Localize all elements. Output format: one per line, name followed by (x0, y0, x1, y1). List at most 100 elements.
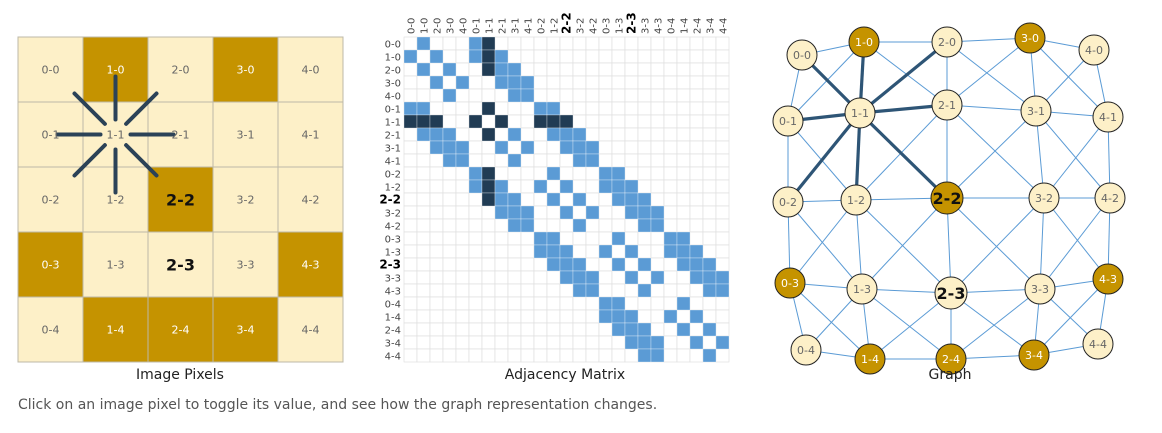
graph-node-4-4[interactable] (1082, 328, 1114, 360)
pixel-2-4[interactable] (147, 296, 214, 363)
matrix-grid-cell (442, 166, 457, 181)
pixel-4-4[interactable] (277, 296, 344, 363)
matrix-grid-cell (715, 36, 730, 51)
matrix-grid-cell (598, 101, 613, 116)
graph-node-label: 3-4 (1025, 349, 1043, 362)
matrix-grid-cell (507, 296, 522, 311)
matrix-cell-2-3-1-3 (611, 257, 626, 272)
pixel-4-1[interactable] (277, 101, 344, 168)
matrix-grid-cell (533, 270, 548, 285)
graph-node-1-4[interactable] (854, 343, 886, 375)
graph-node-1-1[interactable] (844, 97, 876, 129)
pixel-0-4[interactable] (17, 296, 84, 363)
matrix-grid-cell (429, 335, 444, 350)
matrix-grid-cell (572, 88, 587, 103)
matrix-col-label: 2-0 (433, 18, 444, 34)
graph-node-3-4[interactable] (1018, 339, 1050, 371)
matrix-cell-1-0-1-1 (481, 49, 496, 64)
pixel-2-0[interactable] (147, 36, 214, 103)
pixel-3-0[interactable] (212, 36, 279, 103)
matrix-grid-cell (676, 283, 691, 298)
matrix-grid-cell (572, 205, 587, 220)
graph-node-3-0[interactable] (1014, 22, 1046, 54)
pixel-4-3[interactable] (277, 231, 344, 298)
matrix-cell-1-3-1-2 (546, 244, 561, 259)
matrix-grid-cell (689, 88, 704, 103)
matrix-grid-cell (689, 192, 704, 207)
graph-node-1-3[interactable] (846, 273, 878, 305)
graph-node-0-4[interactable] (790, 334, 822, 366)
matrix-col-label: 1-3 (615, 18, 626, 34)
pixel-label: 3-2 (237, 194, 255, 207)
matrix-grid-cell (663, 153, 678, 168)
pixel-1-3[interactable] (82, 231, 149, 298)
graph-node-2-0[interactable] (931, 26, 963, 58)
matrix-grid-cell (637, 49, 652, 64)
matrix-grid-cell (611, 348, 626, 363)
graph-node-label: 4-0 (1085, 44, 1103, 57)
matrix-grid-cell (585, 127, 600, 142)
graph-node-0-1[interactable] (772, 105, 804, 137)
pixel-3-2[interactable] (212, 166, 279, 233)
matrix-grid-cell (663, 218, 678, 233)
matrix-col-label: 0-1 (472, 18, 483, 34)
graph-node-2-2[interactable] (930, 181, 964, 215)
graph-edge-3-2-2-3 (950, 197, 1045, 294)
graph-node-0-2[interactable] (772, 186, 804, 218)
matrix-grid-cell (455, 348, 470, 363)
matrix-grid-cell (455, 166, 470, 181)
matrix-cell-2-3-3-4 (702, 257, 717, 272)
graph-node-2-3[interactable] (934, 276, 968, 310)
matrix-grid-cell (585, 192, 600, 207)
graph-node-0-3[interactable] (774, 267, 806, 299)
graph-node-4-2[interactable] (1094, 182, 1126, 214)
matrix-cell-4-0-3-1 (507, 88, 522, 103)
matrix-grid-cell (403, 322, 418, 337)
matrix-grid-cell (533, 309, 548, 324)
graph-node-label: 1-1 (851, 107, 869, 120)
matrix-cell-4-3-3-3 (637, 283, 652, 298)
matrix-cell-3-0-4-0 (455, 75, 470, 90)
graph-edge-2-3-1-4 (869, 292, 952, 360)
graph-node-2-1[interactable] (931, 89, 963, 121)
pixel-0-3[interactable] (17, 231, 84, 298)
matrix-cell-3-3-2-3 (624, 270, 639, 285)
matrix-grid-cell (403, 88, 418, 103)
matrix-cell-2-3-1-2 (546, 257, 561, 272)
graph-node-1-2[interactable] (840, 184, 872, 216)
matrix-grid-cell (533, 296, 548, 311)
matrix-grid-cell (676, 88, 691, 103)
matrix-cell-4-2-3-3 (637, 218, 652, 233)
graph-node-1-0[interactable] (848, 26, 880, 58)
graph-node-label: 1-0 (855, 36, 873, 49)
matrix-grid-cell (416, 192, 431, 207)
graph-node-2-4[interactable] (935, 343, 967, 375)
matrix-grid-cell (663, 36, 678, 51)
graph-node-3-1[interactable] (1020, 95, 1052, 127)
pixel-2-3[interactable] (147, 231, 214, 298)
graph-node-3-3[interactable] (1024, 273, 1056, 305)
matrix-cell-0-2-1-2 (546, 166, 561, 181)
matrix-grid-cell (572, 36, 587, 51)
matrix-col-label: 3-0 (446, 18, 457, 34)
matrix-grid-cell (559, 283, 574, 298)
pixel-4-2[interactable] (277, 166, 344, 233)
matrix-grid-cell (585, 62, 600, 77)
matrix-grid-cell (455, 322, 470, 337)
graph-node-4-0[interactable] (1078, 34, 1110, 66)
graph-node-4-3[interactable] (1092, 263, 1124, 295)
matrix-grid-cell (494, 270, 509, 285)
pixel-1-4[interactable] (82, 296, 149, 363)
graph-node-4-1[interactable] (1092, 101, 1124, 133)
matrix-cell-1-2-1-3 (611, 179, 626, 194)
matrix-cell-0-3-1-3 (611, 231, 626, 246)
matrix-grid-cell (481, 322, 496, 337)
pixel-0-0[interactable] (17, 36, 84, 103)
matrix-cell-4-3-4-2 (585, 283, 600, 298)
matrix-grid-cell (663, 179, 678, 194)
matrix-grid-cell (442, 335, 457, 350)
matrix-grid-cell (481, 140, 496, 155)
graph-node-0-0[interactable] (786, 39, 818, 71)
pixel-3-3[interactable] (212, 231, 279, 298)
graph-node-3-2[interactable] (1028, 182, 1060, 214)
